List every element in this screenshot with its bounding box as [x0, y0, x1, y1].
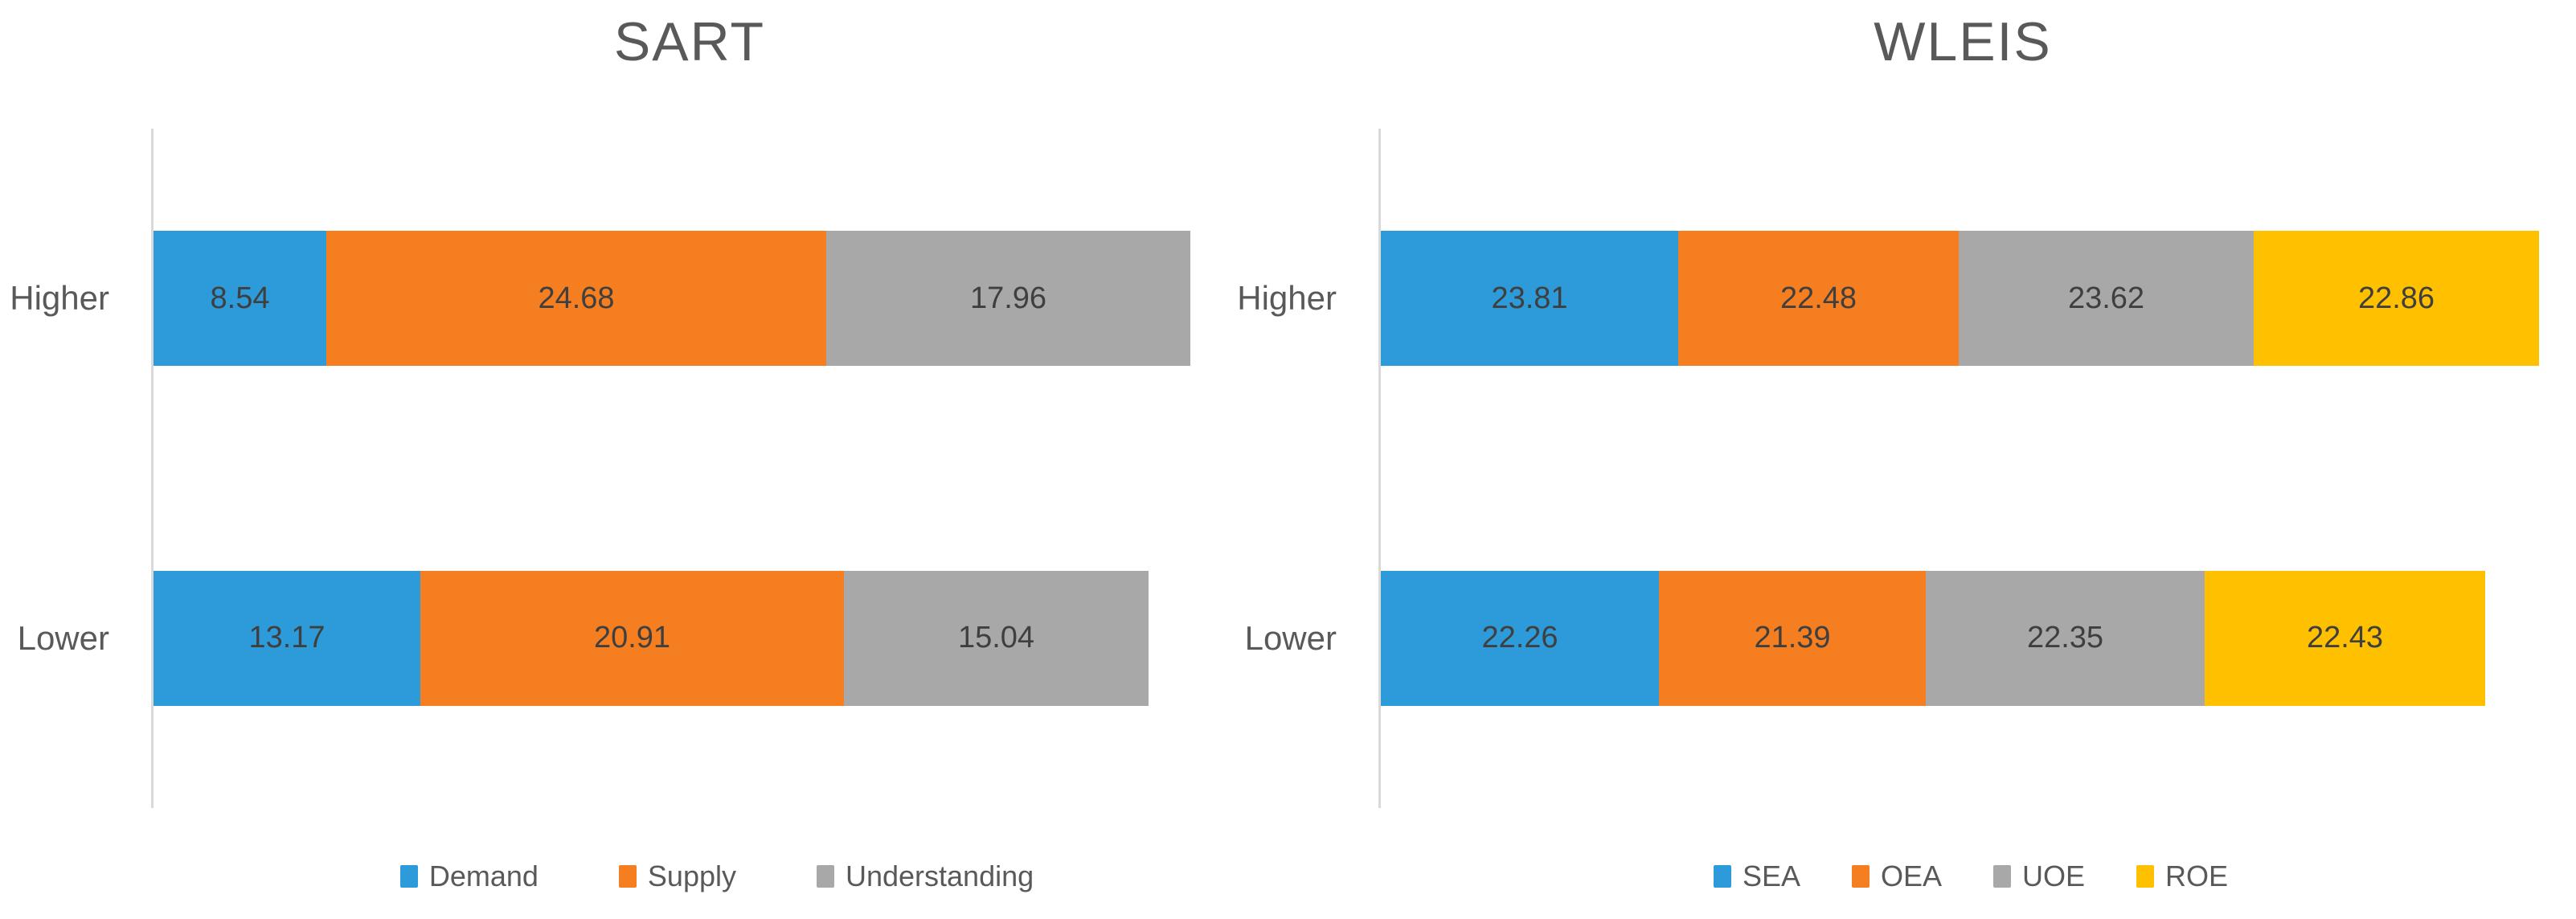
- category-axis-line: [151, 129, 154, 808]
- legend-label: ROE: [2165, 860, 2229, 892]
- stacked-bar-higher: 23.81 22.48 23.62 22.86: [1381, 231, 2539, 367]
- bar-segment-demand: 8.54: [154, 231, 326, 367]
- data-label: 22.43: [2306, 621, 2384, 655]
- data-label: 23.81: [1491, 281, 1568, 315]
- bar-segment-uoe: 22.35: [1926, 570, 2205, 706]
- legend-item-supply: Supply: [618, 860, 736, 893]
- legend-swatch-oea: [1851, 865, 1870, 888]
- chart-title: WLEIS: [1874, 11, 2052, 72]
- data-label: 13.17: [248, 621, 326, 655]
- legend-item-sea: SEA: [1713, 860, 1800, 893]
- data-label: 17.96: [969, 281, 1047, 315]
- legend: Demand Supply Understanding: [154, 852, 1280, 901]
- legend-swatch-understanding: [816, 865, 834, 888]
- stacked-bar-lower: 22.26 21.39 22.35 22.43: [1381, 570, 2485, 706]
- bar-segment-sea: 23.81: [1381, 231, 1678, 367]
- data-label: 23.62: [2067, 281, 2145, 315]
- data-label: 15.04: [957, 621, 1035, 655]
- data-label: 22.86: [2357, 281, 2435, 315]
- legend-item-roe: ROE: [2136, 860, 2228, 893]
- legend-label: OEA: [1880, 860, 1943, 892]
- chart-title: SART: [613, 11, 766, 72]
- category-label-lower: Lower: [1244, 618, 1337, 657]
- legend-label: Demand: [428, 860, 539, 892]
- legend-label: Understanding: [845, 860, 1034, 892]
- bar-segment-supply: 20.91: [420, 570, 844, 706]
- bar-segment-demand: 13.17: [154, 570, 420, 706]
- legend-label: SEA: [1742, 860, 1800, 892]
- bar-segment-uoe: 23.62: [1959, 231, 2254, 367]
- data-label: 8.54: [210, 281, 270, 315]
- legend-item-oea: OEA: [1851, 860, 1943, 893]
- data-label: 22.26: [1481, 621, 1558, 655]
- bar-segment-sea: 22.26: [1381, 570, 1659, 706]
- bar-segment-oea: 22.48: [1678, 231, 1959, 367]
- category-label-higher: Higher: [10, 279, 109, 318]
- bar-segment-understanding: 17.96: [826, 231, 1190, 367]
- bar-segment-understanding: 15.04: [844, 570, 1149, 706]
- legend-swatch-demand: [399, 865, 418, 888]
- legend: SEA OEA UOE ROE: [1408, 852, 2533, 901]
- data-label: 21.39: [1754, 621, 1831, 655]
- bar-segment-oea: 21.39: [1659, 570, 1926, 706]
- category-axis-line: [1378, 129, 1381, 808]
- legend-label: UOE: [2022, 860, 2086, 892]
- data-label: 22.35: [2026, 621, 2104, 655]
- bar-segment-roe: 22.86: [2254, 231, 2539, 367]
- bar-segment-roe: 22.43: [2205, 570, 2485, 706]
- bar-segment-supply: 24.68: [326, 231, 826, 367]
- legend-item-demand: Demand: [399, 860, 539, 893]
- data-label: 20.91: [593, 621, 671, 655]
- data-label: 24.68: [538, 281, 615, 315]
- legend-swatch-roe: [2136, 865, 2155, 888]
- data-label: 22.48: [1779, 281, 1857, 315]
- stacked-bar-higher: 8.54 24.68 17.96: [154, 231, 1190, 367]
- legend-swatch-sea: [1713, 865, 1731, 888]
- stacked-bar-lower: 13.17 20.91 15.04: [154, 570, 1149, 706]
- legend-swatch-uoe: [1993, 865, 2012, 888]
- category-label-higher: Higher: [1237, 279, 1337, 318]
- legend-swatch-supply: [618, 865, 637, 888]
- legend-item-uoe: UOE: [1993, 860, 2085, 893]
- legend-label: Supply: [647, 860, 736, 892]
- category-label-lower: Lower: [17, 618, 109, 657]
- legend-item-understanding: Understanding: [816, 860, 1034, 893]
